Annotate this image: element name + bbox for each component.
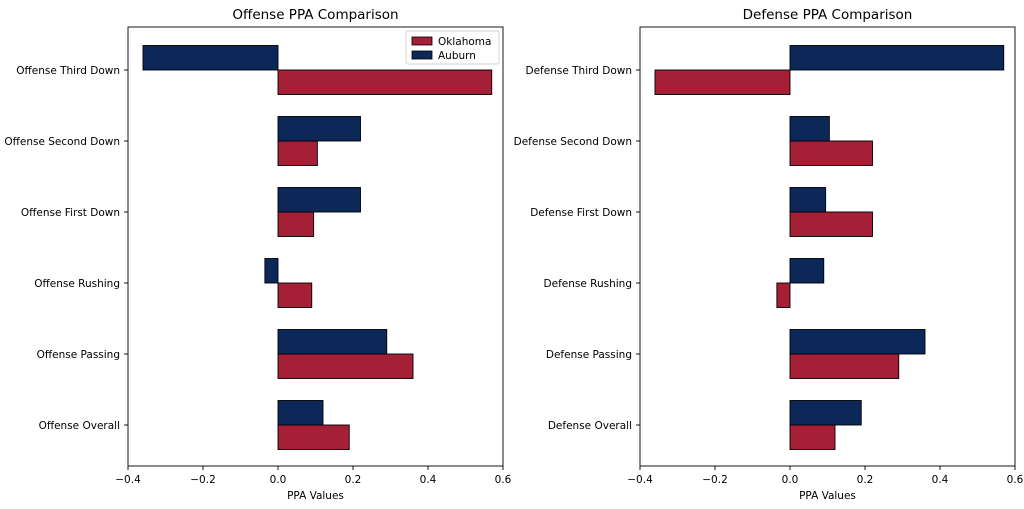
chart-panel-defense: Defense PPA Comparison Defense Overall Def… <box>514 7 1024 502</box>
x-axis-label: PPA Values <box>287 490 344 502</box>
bar-oklahoma-defense-overall <box>789 424 836 450</box>
bar-oklahoma-defense-second-down <box>789 140 873 166</box>
chart-title: Offense PPA Comparison <box>232 7 398 23</box>
y-tick-label: Defense Second Down <box>514 136 632 148</box>
bar-auburn-defense-overall <box>789 400 862 426</box>
bar-auburn-defense-first-down <box>789 187 827 213</box>
bar-auburn-defense-second-down <box>789 116 830 142</box>
chart-panel-offense: Offense PPA Comparison Offense Overall Off… <box>4 7 511 502</box>
x-tick-label: 0.6 <box>495 474 512 486</box>
bar-auburn-offense-rushing <box>264 258 279 284</box>
bar-auburn-defense-passing <box>789 329 926 355</box>
bar-oklahoma-offense-second-down <box>277 140 318 166</box>
legend-label-auburn: Auburn <box>438 50 476 62</box>
bar-oklahoma-defense-passing <box>789 353 900 379</box>
y-tick-label: Defense Rushing <box>544 278 632 290</box>
y-tick-label: Offense Second Down <box>4 136 120 148</box>
x-tick-label: 0.2 <box>857 474 874 486</box>
x-tick-label: −0.4 <box>627 474 653 486</box>
bar-auburn-offense-overall <box>277 400 324 426</box>
x-tick-label: 0.4 <box>932 474 949 486</box>
legend-label-oklahoma: Oklahoma <box>438 36 491 48</box>
x-tick-label: −0.4 <box>115 474 141 486</box>
y-tick-label: Offense Rushing <box>34 278 120 290</box>
bar-oklahoma-offense-overall <box>277 424 350 450</box>
chart-title: Defense PPA Comparison <box>743 7 913 23</box>
bar-oklahoma-defense-first-down <box>789 211 873 237</box>
y-tick-label: Defense First Down <box>530 207 632 219</box>
x-tick-label: 0.2 <box>345 474 362 486</box>
bar-oklahoma-defense-rushing <box>776 282 791 308</box>
x-tick-label: 0.0 <box>782 474 799 486</box>
bar-oklahoma-offense-rushing <box>277 282 313 308</box>
bar-auburn-defense-third-down <box>789 45 1005 71</box>
y-tick-label: Offense First Down <box>21 207 120 219</box>
legend: Oklahoma Auburn <box>405 30 500 65</box>
bar-auburn-offense-passing <box>277 329 388 355</box>
x-axis-label: PPA Values <box>799 490 856 502</box>
y-tick-label: Defense Passing <box>546 349 632 361</box>
legend-swatch-auburn <box>411 50 433 60</box>
y-tick-label: Defense Third Down <box>526 65 633 77</box>
x-tick-label: −0.2 <box>702 474 728 486</box>
bar-oklahoma-offense-passing <box>277 353 414 379</box>
x-tick-label: 0.4 <box>420 474 437 486</box>
x-tick-label: 0.6 <box>1007 474 1024 486</box>
bar-oklahoma-offense-first-down <box>277 211 315 237</box>
bar-auburn-offense-second-down <box>277 116 361 142</box>
bar-auburn-defense-rushing <box>789 258 825 284</box>
bar-auburn-offense-first-down <box>277 187 361 213</box>
x-tick-label: −0.2 <box>190 474 216 486</box>
x-tick-label: 0.0 <box>270 474 287 486</box>
axes-frame <box>127 26 504 467</box>
y-tick-label: Offense Passing <box>37 349 120 361</box>
axes-frame <box>639 26 1016 467</box>
y-tick-label: Offense Third Down <box>16 65 120 77</box>
y-tick-label: Offense Overall <box>39 420 120 432</box>
bar-auburn-offense-third-down <box>142 45 279 71</box>
y-tick-label: Defense Overall <box>548 420 632 432</box>
bar-oklahoma-defense-third-down <box>654 69 791 95</box>
legend-swatch-oklahoma <box>411 36 433 46</box>
bar-oklahoma-offense-third-down <box>277 69 493 95</box>
